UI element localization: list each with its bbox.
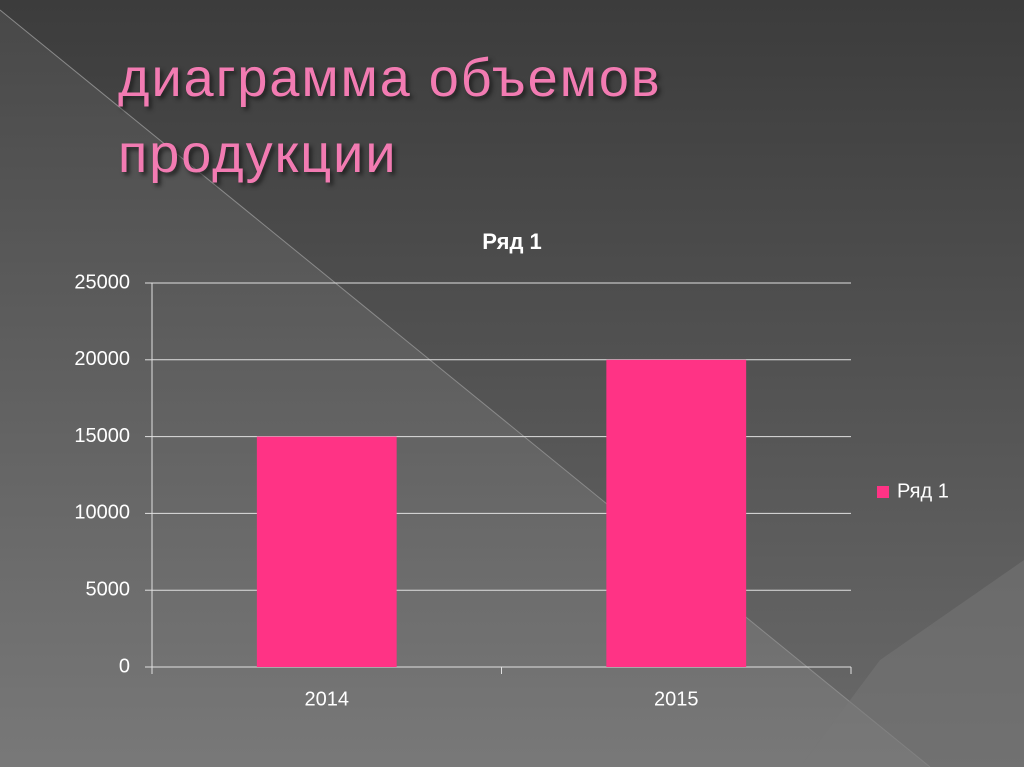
x-tick-label: 2014 <box>305 688 350 710</box>
y-tick-label: 5000 <box>86 578 131 600</box>
legend-label: Ряд 1 <box>897 480 949 502</box>
legend-swatch <box>877 486 889 498</box>
chart-title: Ряд 1 <box>482 229 542 254</box>
y-tick-label: 20000 <box>74 348 130 370</box>
bar <box>606 359 747 667</box>
slide-title: диаграмма объемов продукции <box>118 48 662 184</box>
y-tick-label: 15000 <box>74 425 130 447</box>
y-tick-label: 10000 <box>74 502 130 524</box>
x-tick-label: 2015 <box>654 688 699 710</box>
bar <box>256 436 397 667</box>
y-tick-label: 25000 <box>74 271 130 293</box>
y-tick-label: 0 <box>119 655 130 677</box>
